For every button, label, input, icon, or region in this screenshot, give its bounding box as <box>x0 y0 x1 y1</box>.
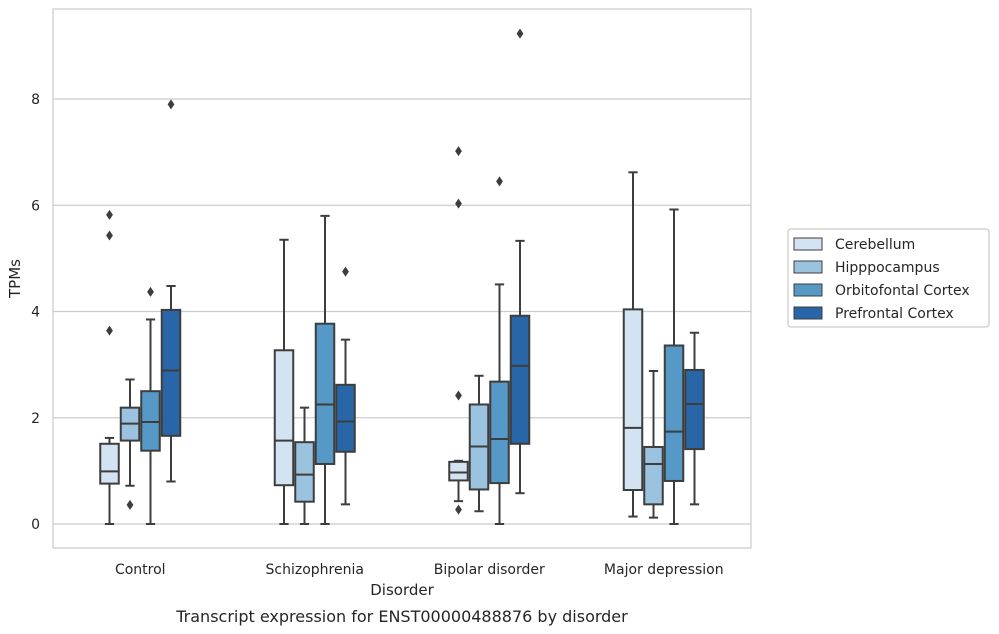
outlier-point <box>455 504 462 515</box>
box <box>99 209 120 525</box>
outlier-point <box>455 198 462 209</box>
series-hipppocampus <box>119 370 664 525</box>
box <box>468 374 490 513</box>
box-body <box>335 383 356 453</box>
series-orbitofontal-cortex <box>140 176 685 525</box>
outlier-point <box>342 266 349 277</box>
legend-swatch <box>793 237 823 251</box>
chart-caption: Transcript expression for ENST0000048887… <box>175 607 628 626</box>
legend: Cerebellum Hipppocampus Orbitofontal Corte… <box>787 228 990 328</box>
outlier-point <box>455 390 462 401</box>
box <box>294 406 315 525</box>
legend-swatch <box>793 283 823 297</box>
box-series-layer <box>99 28 705 525</box>
y-tick-label: 6 <box>31 198 40 214</box>
box-body <box>314 322 336 465</box>
box <box>273 238 295 525</box>
box-body <box>663 344 685 482</box>
outlier-point <box>516 28 524 39</box>
legend-label: Prefrontal Cortex <box>835 306 954 322</box>
x-tick-label: Schizophrenia <box>266 562 364 578</box>
x-tick-label: Major depression <box>604 562 724 578</box>
box <box>335 266 356 506</box>
outlier-point <box>147 286 154 297</box>
outlier-point <box>167 99 175 110</box>
series-cerebellum <box>99 146 644 525</box>
legend-item: Orbitofontal Cortex <box>793 283 970 299</box>
legend-item: Cerebellum <box>793 237 915 253</box>
box-body <box>509 314 531 445</box>
box <box>663 208 685 525</box>
legend-item: Hipppocampus <box>793 260 940 276</box>
box-body <box>489 380 510 485</box>
y-tick-label: 4 <box>31 305 40 321</box>
legend-swatch <box>793 306 823 320</box>
box <box>119 378 141 510</box>
x-tick-labels: Control Schizophrenia Bipolar disorder Majo… <box>115 562 724 578</box>
y-axis-title: TPMs <box>6 259 24 299</box>
outlier-point <box>106 325 113 336</box>
y-tick-label: 8 <box>31 92 40 108</box>
box <box>448 146 469 515</box>
legend-item: Prefrontal Cortex <box>793 306 954 322</box>
box <box>509 28 531 495</box>
x-tick-label: Control <box>115 562 166 578</box>
box <box>489 176 510 525</box>
box-body <box>160 308 182 437</box>
box-body <box>684 368 705 451</box>
outlier-point <box>455 146 462 157</box>
box-body <box>448 460 469 482</box>
legend-label: Cerebellum <box>835 237 915 253</box>
plot-frame <box>52 8 752 549</box>
box <box>314 214 336 525</box>
box <box>160 99 182 483</box>
box <box>622 171 644 518</box>
box <box>643 370 664 519</box>
box-body <box>294 441 315 503</box>
outlier-point <box>106 230 113 241</box>
legend-frame <box>787 228 990 328</box>
box-body <box>140 390 161 452</box>
outlier-point <box>106 209 113 220</box>
legend-label: Orbitofontal Cortex <box>835 283 970 299</box>
y-tick-label: 0 <box>31 517 40 533</box>
x-tick-label: Bipolar disorder <box>434 562 545 578</box>
box-body <box>622 308 644 491</box>
y-tick-labels: 0 2 4 6 8 <box>31 92 40 533</box>
legend-swatch <box>793 260 823 274</box>
y-tick-label: 2 <box>31 411 40 427</box>
box-body <box>273 349 295 487</box>
outlier-point <box>126 499 134 510</box>
x-axis-title: Disorder <box>370 581 434 599</box>
series-prefrontal-cortex <box>160 28 705 506</box>
box-body <box>643 445 664 506</box>
box <box>140 286 161 525</box>
outlier-point <box>496 176 503 187</box>
box-body <box>99 442 120 485</box>
legend-label: Hipppocampus <box>835 260 940 276</box>
box <box>684 331 705 506</box>
